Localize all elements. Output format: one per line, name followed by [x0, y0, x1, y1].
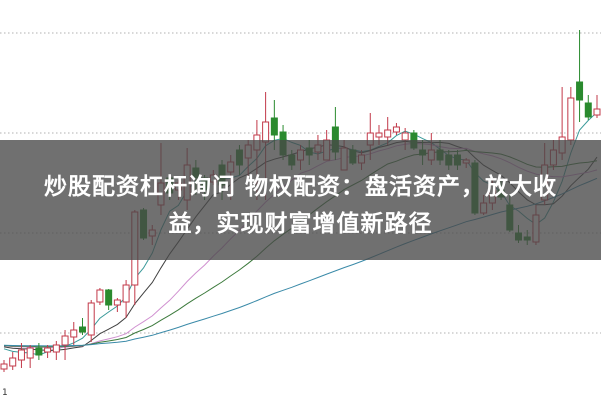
candle-up — [122, 284, 130, 303]
candle-up — [113, 299, 121, 306]
candle-up — [567, 97, 575, 141]
candle-up — [52, 344, 60, 353]
candle-up — [384, 129, 392, 138]
candle-down — [270, 117, 278, 136]
candle-up — [17, 349, 25, 361]
candle-up — [392, 126, 400, 133]
candle-up — [593, 108, 601, 116]
candle-up — [401, 132, 409, 141]
candle-down — [576, 81, 584, 101]
candle-down — [584, 102, 592, 118]
candle-up — [26, 347, 34, 359]
candle-up — [96, 289, 104, 303]
candle-up — [61, 335, 69, 346]
headline-banner — [0, 140, 601, 260]
headline-line-2: 益，实现财富增值新路径 — [168, 211, 433, 237]
candle-up — [262, 121, 270, 143]
candle-down — [35, 347, 43, 356]
candle-down — [105, 289, 113, 306]
candle-down — [78, 326, 86, 333]
candle-up — [87, 302, 95, 336]
candle-up — [9, 357, 17, 367]
candle-up — [375, 132, 383, 138]
candle-up — [70, 329, 78, 338]
corner-label: 1 — [2, 388, 8, 398]
candle-up — [44, 347, 52, 353]
candle-up — [0, 363, 8, 370]
headline-line-1: 炒股配资杠杆询问 物权配资：盘活资产，放大收 — [43, 174, 557, 200]
